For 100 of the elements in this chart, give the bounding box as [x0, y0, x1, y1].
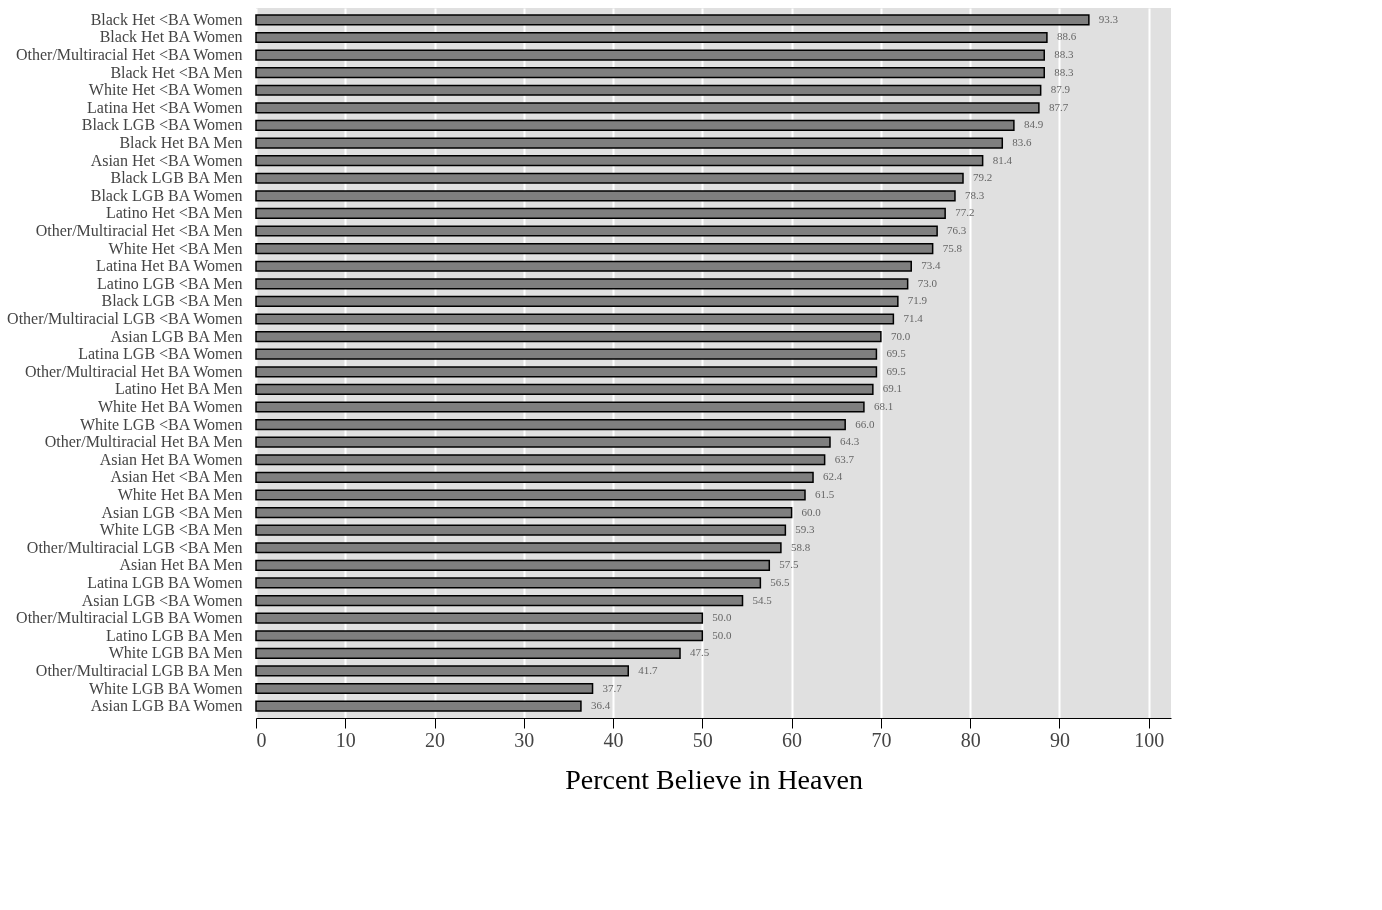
data-label: 83.6: [1012, 136, 1033, 149]
bar: [255, 665, 629, 677]
data-label: 75.8: [942, 241, 963, 254]
data-label: 62.4: [823, 470, 843, 483]
y-tick-label: Other/Multiracial LGB BA Men: [35, 661, 243, 679]
y-tick-label: Other/Multiracial LGB <BA Men: [26, 538, 243, 556]
bar: [255, 313, 895, 325]
bar: [255, 67, 1045, 79]
data-label: 84.9: [1023, 118, 1044, 131]
y-tick-label: Asian LGB BA Women: [90, 697, 243, 715]
x-tick-label: 70: [871, 728, 892, 751]
data-label: 87.9: [1050, 83, 1071, 96]
bar: [255, 594, 744, 607]
y-tick-label: White Het BA Men: [117, 485, 243, 503]
bar: [255, 172, 964, 184]
data-label: 76.3: [947, 224, 967, 237]
y-tick-label: White LGB <BA Men: [99, 521, 243, 539]
data-label: 71.4: [903, 312, 924, 325]
data-label: 71.9: [907, 294, 928, 307]
bar: [255, 682, 594, 695]
y-tick-label: Asian Het <BA Women: [90, 151, 243, 169]
y-tick-label: Asian Het <BA Men: [110, 468, 243, 486]
y-tick-label: Latina Het BA Women: [96, 257, 243, 275]
data-label: 60.0: [801, 505, 822, 518]
bar: [255, 454, 826, 466]
data-label: 64.3: [840, 435, 860, 448]
y-tick-label: Black Het <BA Women: [90, 10, 243, 28]
y-tick-label: Asian LGB <BA Men: [101, 503, 243, 521]
y-tick-label: Other/Multiracial Het <BA Women: [15, 46, 243, 64]
y-tick-label: Asian Het BA Women: [99, 450, 243, 468]
x-tick-label: 80: [960, 728, 981, 751]
data-label: 69.1: [882, 382, 903, 395]
y-tick-label: Latina LGB <BA Women: [78, 345, 243, 363]
y-tick-label: Latino LGB BA Men: [106, 626, 243, 644]
data-label: 73.0: [917, 276, 938, 289]
y-tick-label: White Het BA Women: [97, 397, 243, 415]
x-axis-title: Percent Believe in Heaven: [565, 763, 863, 795]
y-tick-label: Black Het <BA Men: [110, 63, 243, 81]
y-tick-label: Other/Multiracial Het BA Women: [25, 362, 243, 380]
x-tick-label: 20: [425, 728, 446, 751]
y-tick-label: White LGB BA Men: [108, 644, 243, 662]
bar: [255, 295, 899, 307]
y-tick-label: Other/Multiracial Het BA Men: [44, 433, 243, 451]
data-label: 61.5: [815, 487, 835, 500]
y-tick-label: White LGB <BA Women: [79, 415, 243, 433]
data-label: 54.5: [752, 593, 773, 606]
y-tick-label: White Het <BA Women: [88, 81, 243, 99]
data-label: 79.2: [973, 171, 993, 184]
bar: [255, 419, 846, 431]
bar: [255, 471, 814, 483]
bar: [255, 348, 878, 360]
data-label: 59.3: [795, 523, 816, 536]
x-tick-label: 50: [692, 728, 713, 751]
x-tick-label: 90: [1049, 728, 1070, 751]
bar: [255, 612, 704, 624]
y-tick-label: Latina LGB BA Women: [87, 573, 243, 591]
y-tick-label: Latina Het <BA Women: [87, 98, 243, 116]
data-label: 41.7: [638, 663, 658, 676]
y-tick-label: Latino Het BA Men: [114, 380, 243, 398]
bar: [255, 700, 582, 712]
x-tick-label: 40: [603, 728, 624, 751]
data-label: 88.6: [1056, 30, 1077, 43]
bar: [255, 31, 1048, 44]
bar: [255, 119, 1015, 132]
bar: [255, 207, 946, 220]
y-tick-label: Asian LGB BA Men: [110, 327, 243, 345]
data-label: 36.4: [590, 699, 611, 712]
bar: [255, 260, 912, 272]
y-tick-label: Asian Het BA Men: [119, 556, 243, 574]
x-tick-label: 30: [514, 728, 535, 751]
data-label: 69.5: [886, 364, 907, 377]
bar: [255, 278, 909, 290]
data-label: 57.5: [779, 558, 800, 571]
y-tick-label: Latino Het <BA Men: [105, 204, 243, 222]
bar: [255, 559, 771, 571]
bar: [255, 155, 984, 167]
data-label: 47.5: [690, 646, 710, 659]
y-tick-label: Black LGB BA Women: [90, 186, 243, 204]
data-label: 50.0: [712, 628, 733, 641]
bar: [255, 49, 1045, 61]
x-tick-label: 60: [782, 728, 803, 751]
bar: [255, 190, 956, 202]
data-label: 70.0: [890, 329, 911, 342]
bar: [255, 401, 865, 413]
y-tick-label: Other/Multiracial LGB BA Women: [16, 609, 243, 627]
y-tick-label: Black Het BA Women: [99, 28, 243, 46]
x-tick-label: 0: [256, 728, 267, 751]
bar: [255, 102, 1040, 114]
bar: [255, 243, 934, 255]
bar: [255, 542, 782, 554]
y-tick-label: Asian LGB <BA Women: [81, 591, 243, 609]
data-label: 68.1: [873, 399, 894, 412]
data-label: 78.3: [964, 188, 985, 201]
y-tick-label: Black LGB <BA Men: [101, 292, 243, 310]
y-tick-label: Latino LGB <BA Men: [97, 274, 243, 292]
bar: [255, 436, 831, 448]
data-label: 69.5: [886, 347, 907, 360]
bar: [255, 84, 1042, 96]
y-tick-label: White Het <BA Men: [108, 239, 243, 257]
data-label: 73.4: [921, 259, 941, 272]
